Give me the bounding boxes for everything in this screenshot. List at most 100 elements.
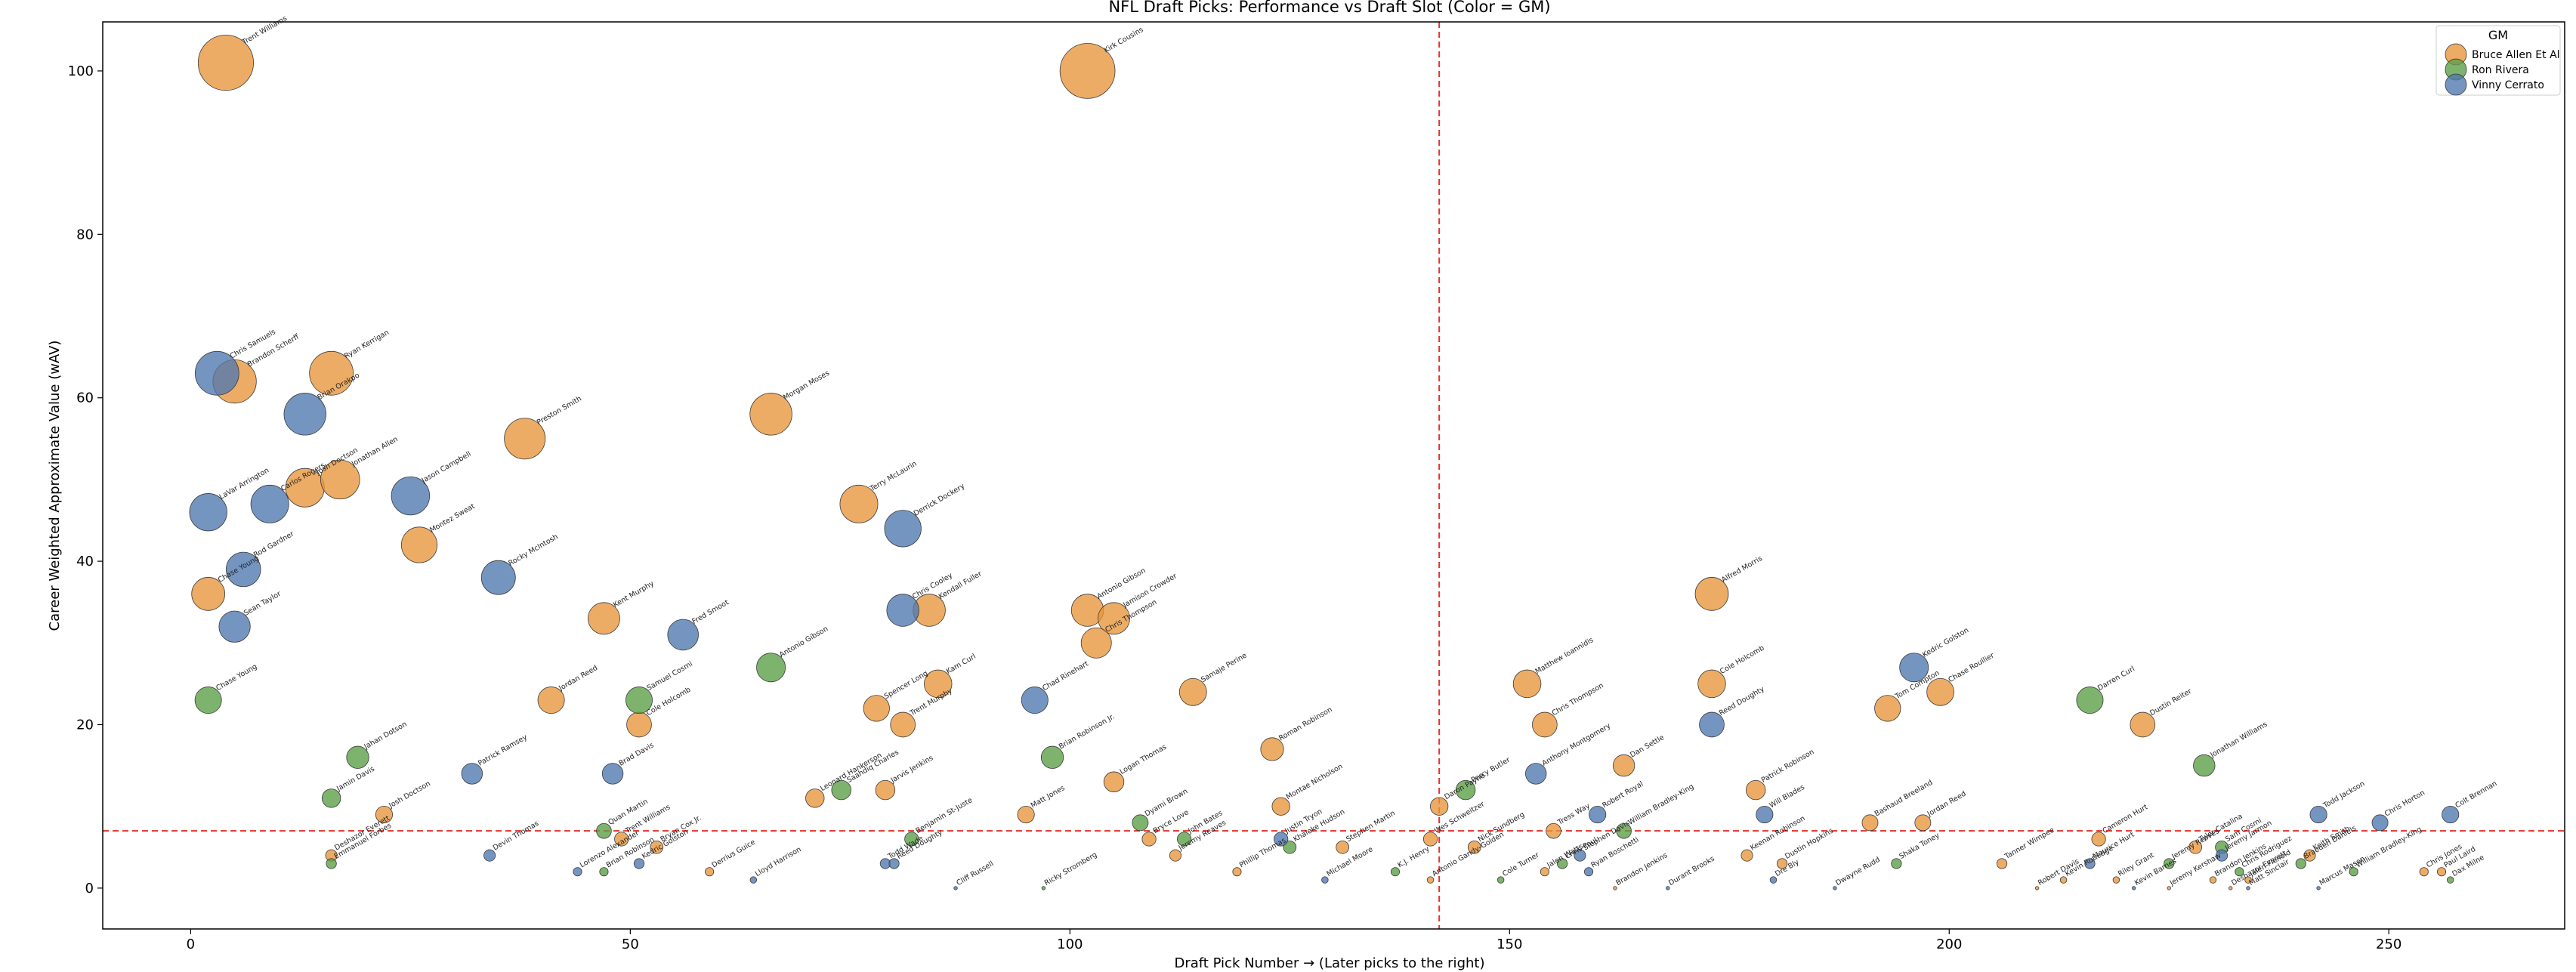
- data-point-0-66: [705, 867, 715, 877]
- x-tick-label-3: 150: [1496, 937, 1522, 952]
- data-point-2-0: [194, 350, 239, 396]
- data-point-2-30: [1769, 876, 1778, 884]
- data-point-0-25: [875, 779, 896, 801]
- legend-label-1: Ron Rivera: [2472, 64, 2529, 76]
- data-point-2-26: [1584, 867, 1594, 877]
- data-point-2-4: [226, 551, 261, 588]
- y-tick-label-0: 0: [85, 881, 94, 896]
- data-point-2-31: [1899, 653, 1929, 683]
- data-point-2-5: [218, 610, 251, 643]
- data-point-2-29: [1756, 805, 1774, 824]
- y-tick-label-1: 20: [76, 717, 94, 733]
- data-point-2-7: [480, 560, 516, 595]
- data-point-2-21: [1274, 832, 1289, 847]
- data-point-0-24: [805, 788, 825, 808]
- data-point-2-19: [953, 886, 958, 890]
- data-point-2-11: [461, 763, 483, 785]
- data-point-0-51: [2091, 832, 2106, 847]
- data-point-0-4: [320, 459, 360, 500]
- data-point-1-22: [2164, 858, 2175, 869]
- data-point-0-6: [400, 526, 438, 563]
- x-tick-label-5: 250: [2376, 937, 2401, 952]
- x-axis-label: Draft Pick Number → (Later picks to the …: [1175, 955, 1485, 971]
- data-point-1-6: [599, 867, 609, 877]
- data-point-0-68: [1232, 867, 1242, 877]
- legend-title: GM: [2488, 28, 2508, 42]
- data-point-0-69: [1613, 886, 1617, 890]
- data-point-0-42: [1740, 849, 1753, 862]
- plot-frame: [102, 21, 2565, 930]
- data-point-1-14: [1283, 840, 1297, 854]
- data-point-0-59: [2303, 849, 2316, 862]
- data-point-2-28: [1699, 711, 1725, 738]
- data-point-0-35: [1532, 711, 1558, 738]
- x-tick-label-4: 200: [1936, 937, 1962, 952]
- data-point-1-5: [596, 822, 612, 839]
- data-point-2-38: [2442, 805, 2460, 824]
- data-point-0-60: [2419, 867, 2429, 877]
- data-point-0-61: [2437, 867, 2447, 877]
- legend-label-2: Vinny Cerrato: [2472, 79, 2544, 91]
- data-point-2-36: [2316, 886, 2321, 890]
- data-point-0-52: [2112, 876, 2120, 884]
- data-point-0-33: [1426, 876, 1435, 884]
- data-point-0-38: [1612, 754, 1635, 777]
- data-point-0-20: [1080, 627, 1112, 659]
- data-point-1-18: [1557, 858, 1568, 869]
- data-point-0-47: [1914, 814, 1932, 832]
- data-point-2-8: [667, 619, 699, 651]
- data-point-0-58: [2244, 876, 2252, 884]
- data-point-0-28: [1271, 797, 1290, 816]
- data-point-0-29: [1336, 840, 1349, 854]
- data-point-2-27: [1666, 886, 1670, 890]
- data-point-1-25: [2295, 858, 2306, 869]
- data-point-1-24: [2235, 867, 2244, 877]
- data-point-2-25: [1574, 849, 1586, 862]
- data-point-0-41: [1745, 779, 1766, 801]
- x-tick-label-0: 0: [187, 937, 195, 952]
- data-point-2-22: [1321, 876, 1329, 884]
- data-point-2-37: [2371, 814, 2389, 832]
- data-point-2-35: [2309, 805, 2327, 824]
- legend-label-0: Bruce Allen Et Al: [2472, 49, 2560, 61]
- data-point-1-0: [194, 687, 222, 714]
- reference-lines: [103, 22, 2565, 929]
- data-point-2-10: [886, 594, 919, 627]
- plot-area: [103, 22, 2565, 929]
- data-point-0-63: [375, 805, 394, 824]
- data-point-0-43: [1776, 858, 1788, 869]
- data-point-0-15: [924, 669, 953, 699]
- data-point-1-2: [321, 788, 341, 808]
- data-point-2-39: [1833, 886, 1837, 890]
- data-point-0-50: [2059, 876, 2068, 884]
- data-point-1-17: [1496, 876, 1505, 884]
- data-point-2-9: [884, 510, 922, 548]
- data-point-1-16: [1455, 779, 1476, 801]
- data-point-1-12: [1132, 814, 1149, 832]
- data-point-0-39: [1694, 577, 1729, 611]
- data-point-1-27: [2446, 876, 2454, 884]
- data-point-0-53: [2130, 711, 2156, 738]
- data-point-2-3: [250, 484, 289, 523]
- data-point-2-16: [749, 876, 758, 884]
- data-point-0-44: [1874, 695, 1901, 722]
- x-tick-label-2: 100: [1057, 937, 1083, 952]
- data-point-0-37: [1540, 867, 1549, 877]
- y-tick-label-2: 40: [76, 554, 94, 569]
- data-point-2-23: [1525, 763, 1547, 785]
- legend-marker-2: [2445, 73, 2467, 96]
- legend-box: [2435, 25, 2561, 96]
- data-point-2-18: [888, 858, 900, 869]
- data-point-1-28: [1891, 858, 1902, 869]
- data-point-0-23: [1260, 737, 1284, 761]
- data-point-2-24: [1589, 805, 1607, 824]
- data-point-1-4: [625, 687, 653, 714]
- y-axis-label: Career Weighted Approximate Value (wAV): [47, 341, 63, 631]
- data-point-0-19: [1098, 602, 1130, 635]
- data-point-1-19: [1616, 822, 1632, 839]
- x-tick-label-1: 50: [622, 937, 639, 952]
- data-point-0-30: [1430, 797, 1449, 816]
- data-point-0-65: [650, 840, 664, 854]
- data-point-0-11: [537, 687, 565, 714]
